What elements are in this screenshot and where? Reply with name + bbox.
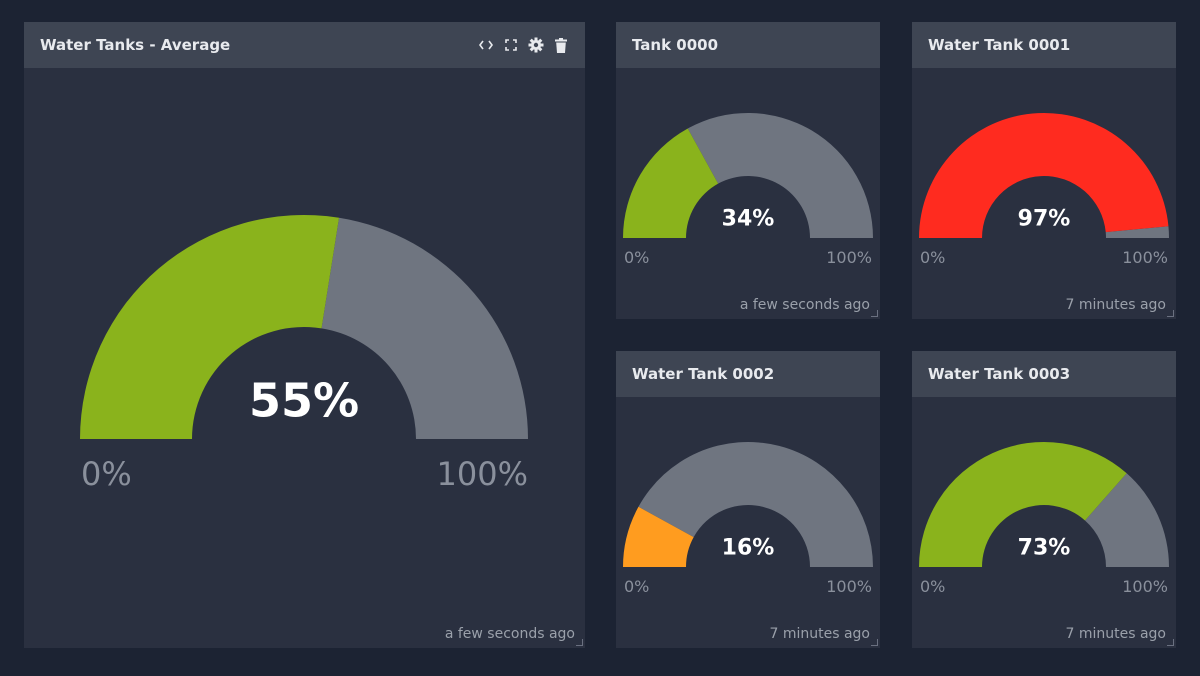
widget-water-tanks-average: Water Tanks - Average: [24, 22, 585, 648]
widget-timestamp: 7 minutes ago: [1065, 297, 1166, 313]
gauge-max-label: 100%: [1122, 577, 1168, 596]
gauge-fill: [623, 506, 694, 567]
widget-header: Water Tank 0003: [912, 351, 1176, 397]
gauge-value: 97%: [1018, 207, 1071, 232]
gauge-track: [1085, 473, 1169, 567]
widget-title: Water Tank 0001: [928, 36, 1071, 54]
gear-icon[interactable]: [528, 37, 544, 53]
gauge-min-label: 0%: [81, 455, 132, 493]
widget-title: Water Tanks - Average: [40, 36, 231, 54]
widget-title: Water Tank 0002: [632, 365, 775, 383]
widget-header: Water Tank 0001: [912, 22, 1176, 68]
gauge-max-label: 100%: [826, 248, 872, 267]
fullscreen-icon[interactable]: [503, 37, 519, 53]
gauge: 34% 0% 100%: [623, 113, 873, 267]
gauge: 55% 0% 100%: [80, 215, 528, 493]
widget-water-tank-0003: Water Tank 0003 73% 0% 100% 7 minutes ag…: [912, 351, 1176, 648]
gauge: 16% 0% 100%: [623, 442, 873, 596]
widget-water-tank-0002: Water Tank 0002 16% 0% 100% 7 minutes ag…: [616, 351, 880, 648]
gauge-min-label: 0%: [920, 248, 945, 267]
gauge: 73% 0% 100%: [919, 442, 1169, 596]
resize-handle[interactable]: [1167, 639, 1174, 646]
widget-timestamp: 7 minutes ago: [1065, 626, 1166, 642]
widget-tank-0000: Tank 0000 34% 0% 100% a few seconds ago: [616, 22, 880, 319]
gauge-max-label: 100%: [826, 577, 872, 596]
gauge-fill: [919, 442, 1127, 567]
widget-header: Tank 0000: [616, 22, 880, 68]
widget-title: Tank 0000: [632, 36, 719, 54]
widget-timestamp: 7 minutes ago: [769, 626, 870, 642]
gauge: 97% 0% 100%: [919, 112, 1169, 267]
widget-header: Water Tank 0002: [616, 351, 880, 397]
gauge-track: [321, 217, 528, 439]
resize-handle[interactable]: [871, 639, 878, 646]
trash-icon[interactable]: [553, 37, 569, 53]
widget-title: Water Tank 0003: [928, 365, 1071, 383]
gauge-max-label: 100%: [1122, 248, 1168, 267]
gauge-min-label: 0%: [920, 577, 945, 596]
resize-handle[interactable]: [871, 310, 878, 317]
gauge-value: 34%: [722, 207, 775, 232]
widget-water-tank-0001: Water Tank 0001 97% 0% 100% 7 minutes ag…: [912, 22, 1176, 319]
gauge-fill: [623, 128, 719, 238]
gauge-min-label: 0%: [624, 577, 649, 596]
gauge-track: [1105, 226, 1169, 238]
gauge-fill: [919, 112, 1169, 238]
widget-toolbar: [478, 37, 569, 53]
gauge-track: [638, 442, 873, 567]
widget-timestamp: a few seconds ago: [444, 626, 575, 642]
widget-timestamp: a few seconds ago: [739, 297, 870, 313]
resize-handle[interactable]: [576, 639, 583, 646]
gauge-value: 16%: [722, 536, 775, 561]
gauge-fill: [80, 215, 340, 439]
resize-handle[interactable]: [1167, 310, 1174, 317]
gauge-value: 55%: [249, 374, 359, 428]
gauge-value: 73%: [1018, 536, 1071, 561]
gauge-track: [687, 113, 873, 238]
gauge-min-label: 0%: [624, 248, 649, 267]
widget-header: Water Tanks - Average: [24, 22, 585, 68]
gauge-max-label: 100%: [437, 455, 528, 493]
code-icon[interactable]: [478, 37, 494, 53]
